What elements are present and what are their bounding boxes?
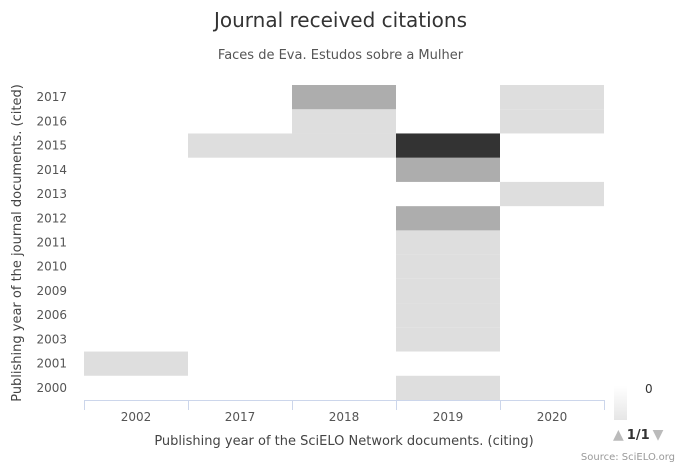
pager-label: 1/1 (626, 427, 650, 443)
x-tick-label-2019: 2019 (433, 410, 464, 424)
y-tick-label-2010: 2010 (36, 260, 67, 274)
heatmap-cell-2018-2016[interactable] (292, 109, 396, 134)
legend-pager: ▲ 1/1 ▼ (613, 427, 663, 443)
heatmap-cell-2018-2015[interactable] (292, 133, 396, 158)
y-axis: 2000 2001 2003 2006 2009 2010 2011 2012 2013 2014… (36, 90, 67, 395)
heatmap-cell-2019-2003[interactable] (396, 327, 500, 352)
x-tick-label-2017: 2017 (225, 410, 256, 424)
source-credit[interactable]: Source: SciELO.org (580, 452, 675, 463)
y-tick-label-2006: 2006 (36, 308, 67, 322)
y-tick-label-2011: 2011 (36, 236, 67, 250)
y-tick-label-2009: 2009 (36, 284, 67, 298)
y-tick-label-2017: 2017 (36, 90, 67, 104)
x-tick-label-2020: 2020 (537, 410, 568, 424)
heatmap-cell-2019-2000[interactable] (396, 375, 500, 400)
heatmap-cell-2019-2014[interactable] (396, 157, 500, 182)
color-legend-min-label: 0 (645, 382, 653, 396)
chart-subtitle: Faces de Eva. Estudos sobre a Mulher (217, 48, 464, 63)
color-legend: 0 (614, 382, 653, 420)
heatmap-cell-2019-2012[interactable] (396, 206, 500, 231)
heatmap-cell-2018-2017[interactable] (292, 85, 396, 110)
y-tick-label-2014: 2014 (36, 163, 67, 177)
y-tick-label-2003: 2003 (36, 332, 67, 346)
heatmap-cell-2020-2016[interactable] (500, 109, 604, 134)
y-tick-label-2000: 2000 (36, 381, 67, 395)
heatmap-cell-2019-2009[interactable] (396, 278, 500, 304)
y-tick-label-2015: 2015 (36, 139, 67, 153)
heatmap-cell-2002-2001[interactable] (84, 351, 188, 376)
x-axis: 2002 2017 2018 2019 2020 (84, 400, 605, 424)
y-tick-label-2012: 2012 (36, 211, 67, 225)
y-tick-label-2013: 2013 (36, 187, 67, 201)
y-tick-label-2016: 2016 (36, 114, 67, 128)
pager-up-icon[interactable]: ▲ (613, 427, 624, 443)
heatmap-cell-2017-2015[interactable] (188, 133, 292, 158)
heatmap-cell-2019-2006[interactable] (396, 303, 500, 328)
heatmap-cells (84, 85, 604, 400)
color-legend-bar (614, 386, 627, 420)
y-axis-title: Publishing year of the journal documents… (10, 84, 25, 402)
x-tick-label-2002: 2002 (121, 410, 152, 424)
heatmap-cell-2019-2010[interactable] (396, 254, 500, 279)
heatmap-cell-2020-2017[interactable] (500, 85, 604, 110)
x-axis-title: Publishing year of the SciELO Network do… (154, 434, 533, 449)
heatmap-cell-2019-2011[interactable] (396, 230, 500, 255)
heatmap-cell-2019-2015[interactable] (396, 133, 500, 158)
y-tick-label-2001: 2001 (36, 357, 67, 371)
heatmap-cell-2020-2013[interactable] (500, 181, 604, 207)
x-tick-label-2018: 2018 (329, 410, 360, 424)
chart-title: Journal received citations (213, 8, 468, 32)
pager-down-icon[interactable]: ▼ (652, 427, 664, 443)
